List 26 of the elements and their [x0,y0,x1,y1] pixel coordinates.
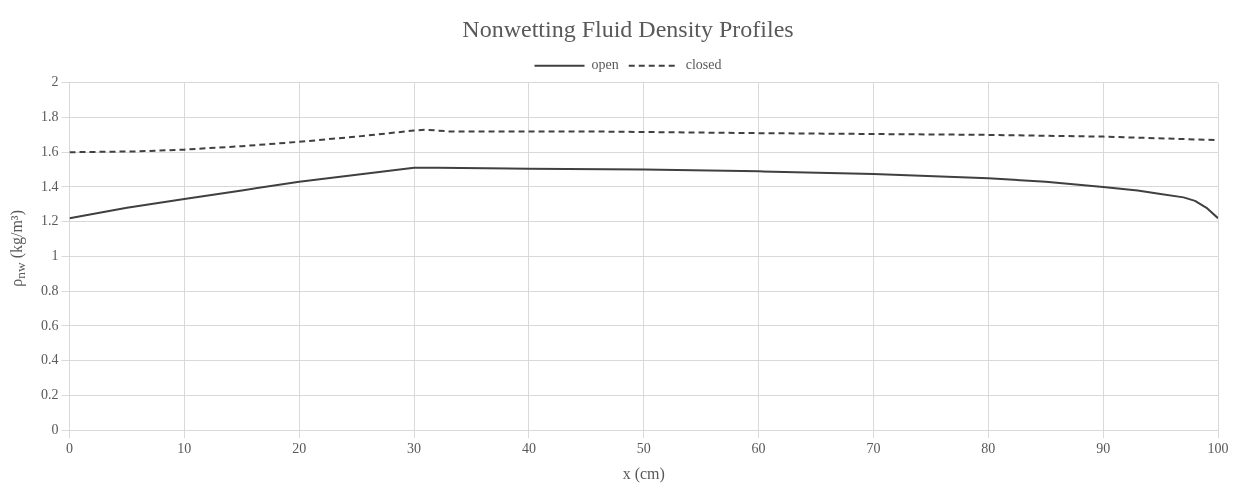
x-tick-label: 20 [292,441,307,457]
x-tick-label: 40 [521,441,536,457]
y-tick-label: 0.6 [41,317,59,333]
y-tick-label: 0.8 [41,282,59,298]
y-tick-label: 0.2 [41,386,59,402]
x-tick-label: 10 [177,441,192,457]
chart-title: Nonwetting Fluid Density Profiles [462,15,794,42]
x-axis-title: x (cm) [622,464,665,483]
x-tick-label: 30 [407,441,422,457]
y-tick-label: 0 [51,421,59,437]
legend-label: closed [685,57,722,73]
y-tick-label: 2 [51,74,59,90]
y-tick-label: 1.4 [41,178,59,194]
x-tick-label: 90 [1096,441,1111,457]
x-tick-label: 100 [1207,441,1229,457]
x-tick-label: 0 [66,441,73,457]
x-tick-label: 80 [981,441,996,457]
y-tick-label: 1.6 [41,143,59,159]
x-tick-label: 70 [866,441,881,457]
y-tick-label: 0.4 [41,352,59,368]
y-tick-label: 1.2 [41,213,59,229]
legend-label: open [591,57,619,73]
x-tick-label: 60 [751,441,766,457]
y-tick-label: 1.8 [41,109,59,125]
y-tick-label: 1 [51,248,59,264]
x-tick-label: 50 [636,441,651,457]
